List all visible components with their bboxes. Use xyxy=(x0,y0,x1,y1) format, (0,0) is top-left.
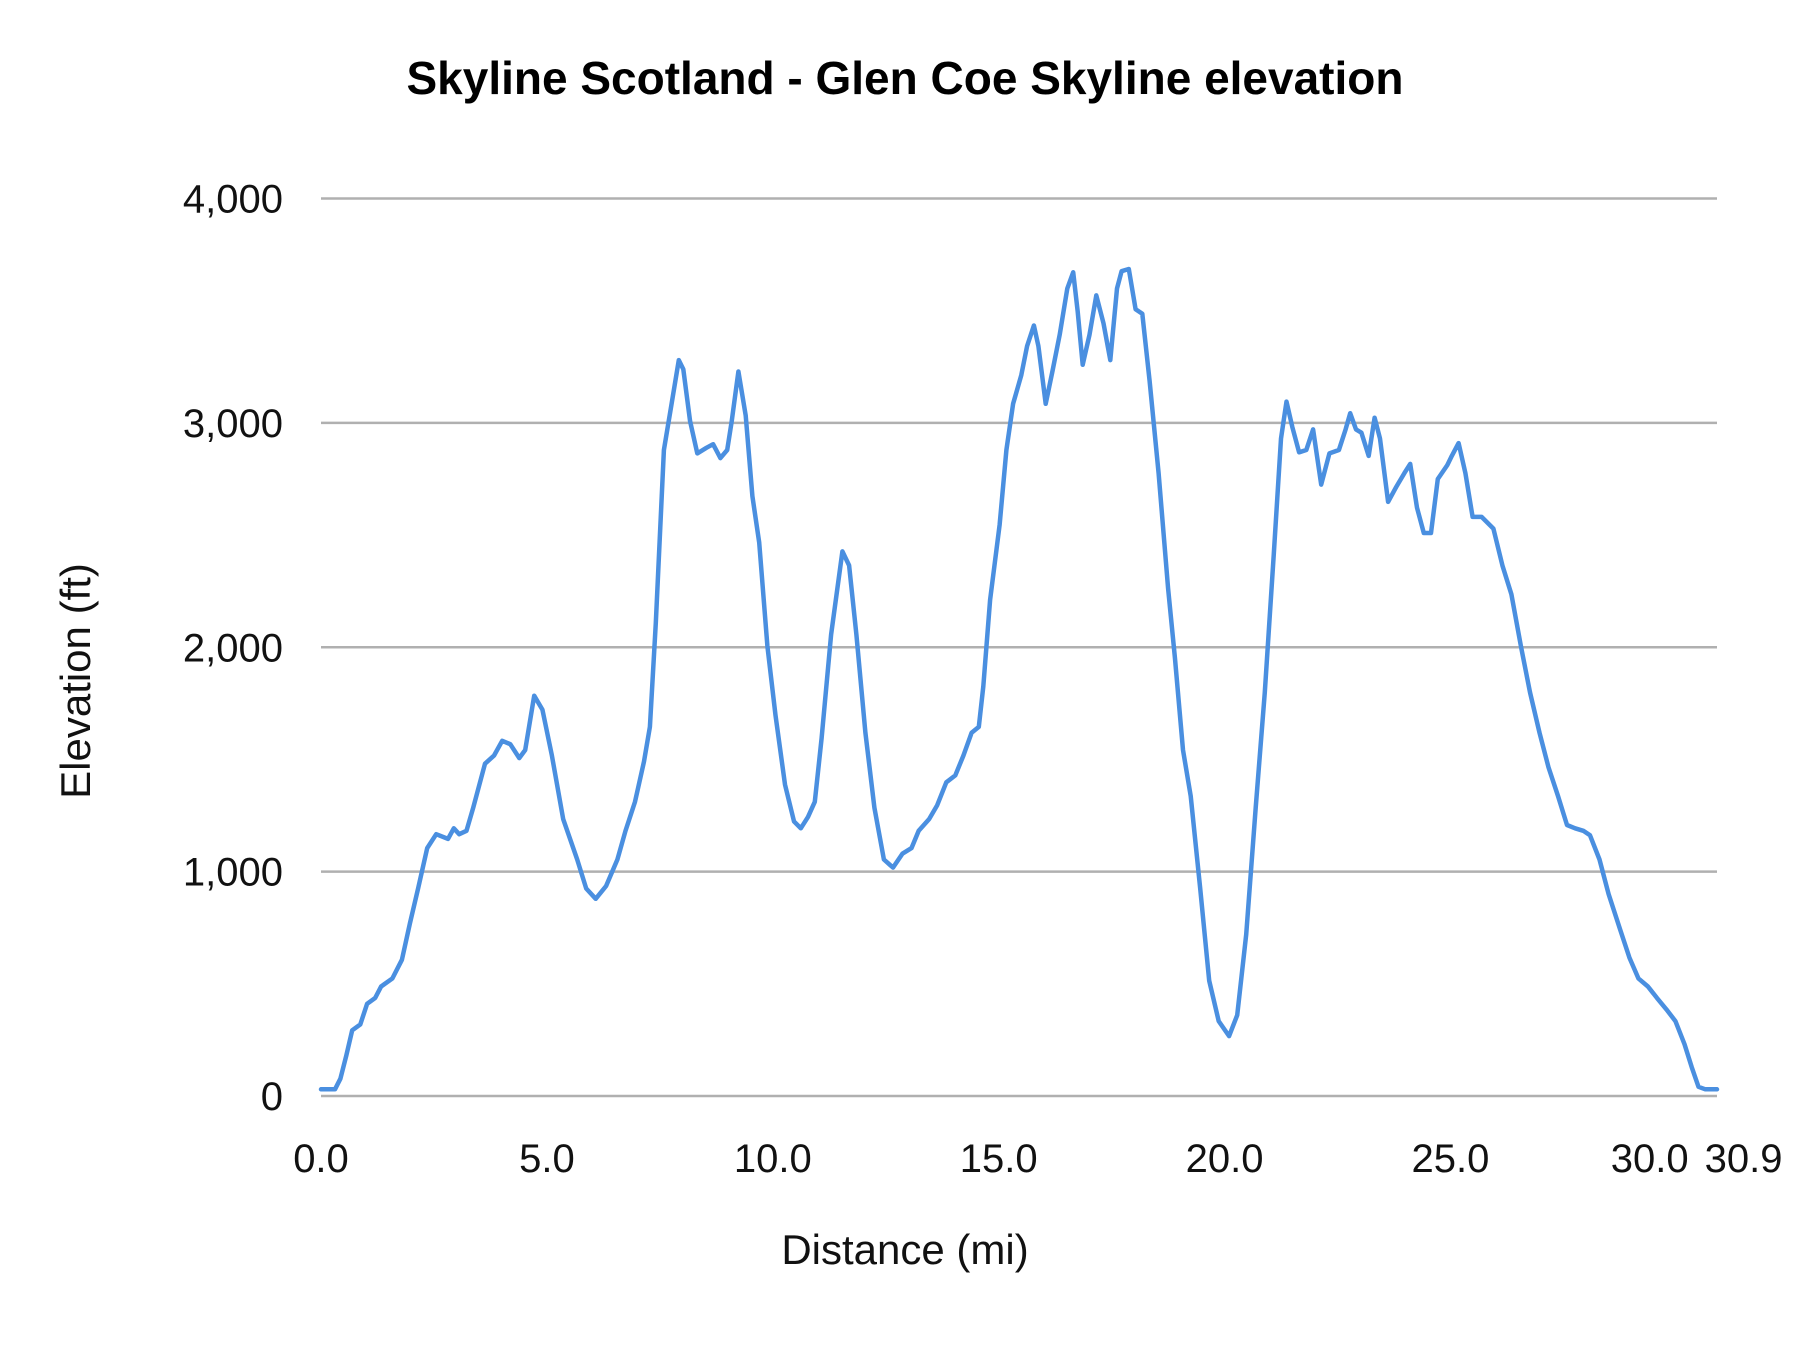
x-tick-label: 30.9 xyxy=(1705,1137,1783,1181)
y-tick-label: 4,000 xyxy=(183,178,283,222)
y-tick-label: 3,000 xyxy=(183,402,283,446)
x-tick-label: 10.0 xyxy=(734,1137,812,1181)
x-tick-label: 20.0 xyxy=(1186,1137,1264,1181)
y-tick-labels: 0 1,000 2,000 3,000 4,000 xyxy=(183,178,283,1120)
elevation-line xyxy=(318,266,1720,1092)
y-axis-title: Elevation (ft) xyxy=(52,563,99,799)
y-tick-label: 1,000 xyxy=(183,851,283,895)
x-axis-title: Distance (mi) xyxy=(781,1226,1028,1273)
gridlines xyxy=(321,197,1717,1098)
x-tick-label: 15.0 xyxy=(960,1137,1038,1181)
x-tick-label: 0.0 xyxy=(293,1137,349,1181)
chart-title: Skyline Scotland - Glen Coe Skyline elev… xyxy=(407,52,1404,104)
y-tick-label: 2,000 xyxy=(183,626,283,670)
x-tick-labels: 0.0 5.0 10.0 15.0 20.0 25.0 30.0 30.9 xyxy=(293,1137,1782,1181)
x-tick-label: 5.0 xyxy=(519,1137,575,1181)
y-tick-label: 0 xyxy=(261,1075,283,1119)
x-tick-label: 25.0 xyxy=(1412,1137,1490,1181)
x-tick-label: 30.0 xyxy=(1611,1137,1689,1181)
